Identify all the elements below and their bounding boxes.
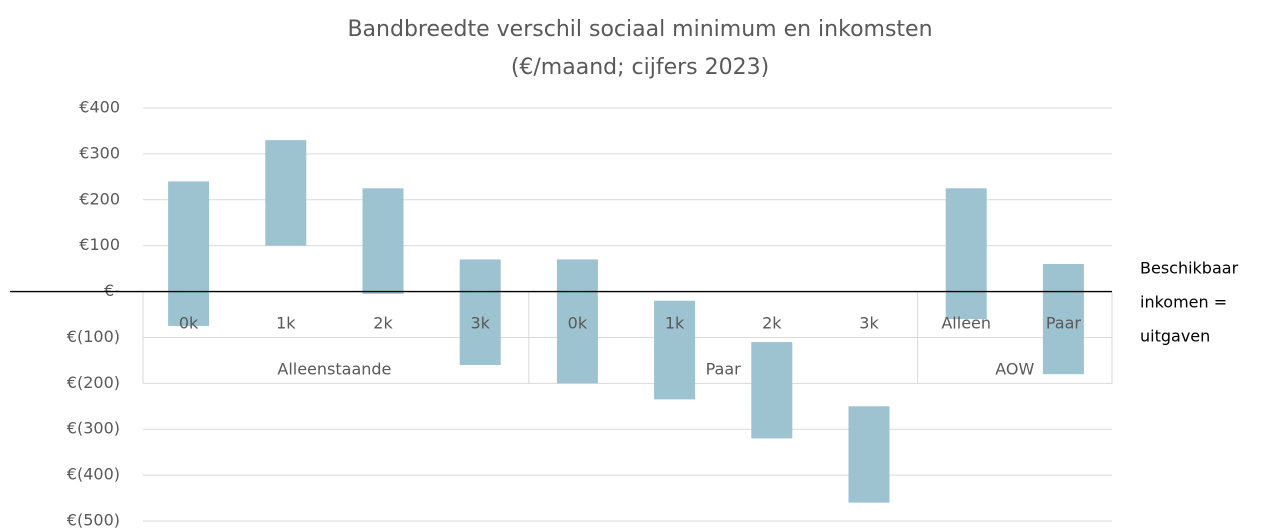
x-tick-label: 3k [859, 314, 879, 333]
x-tick-label: 3k [470, 314, 490, 333]
group-label: Alleenstaande [277, 360, 391, 379]
bar [945, 188, 987, 320]
x-tick-label: 1k [276, 314, 296, 333]
chart-title: Bandbreedte verschil sociaal minimum en … [347, 17, 932, 42]
group-label: Paar [706, 360, 742, 379]
bar [459, 259, 501, 365]
x-tick-label: Alleen [941, 314, 991, 333]
x-tick-label: 1k [665, 314, 685, 333]
y-tick-label: €400 [79, 98, 120, 117]
bar [1042, 264, 1084, 375]
annotation: Beschikbaar [1140, 259, 1239, 278]
bar [751, 342, 793, 439]
bar [654, 300, 696, 400]
y-tick-label: €(300) [67, 419, 120, 438]
x-tick-label: 0k [179, 314, 199, 333]
x-tick-label: 2k [373, 314, 393, 333]
y-tick-label: €(400) [67, 465, 120, 484]
annotation: uitgaven [1140, 327, 1210, 346]
y-tick-label: €300 [79, 143, 120, 162]
x-tick-label: Paar [1046, 314, 1082, 333]
bar [168, 181, 210, 326]
bar [265, 140, 307, 246]
x-tick-label: 2k [762, 314, 782, 333]
y-tick-label: €- [104, 281, 120, 300]
group-label: AOW [995, 360, 1034, 379]
bar [556, 259, 598, 384]
y-tick-label: €(100) [67, 327, 120, 346]
bar [362, 188, 404, 294]
chart-subtitle: (€/maand; cijfers 2023) [511, 55, 769, 80]
y-tick-label: €200 [79, 189, 120, 208]
x-tick-label: 0k [568, 314, 588, 333]
y-tick-label: €(200) [67, 373, 120, 392]
y-tick-label: €100 [79, 235, 120, 254]
annotation: inkomen = [1140, 293, 1227, 312]
y-tick-label: €(500) [67, 511, 120, 530]
bar [848, 406, 890, 503]
